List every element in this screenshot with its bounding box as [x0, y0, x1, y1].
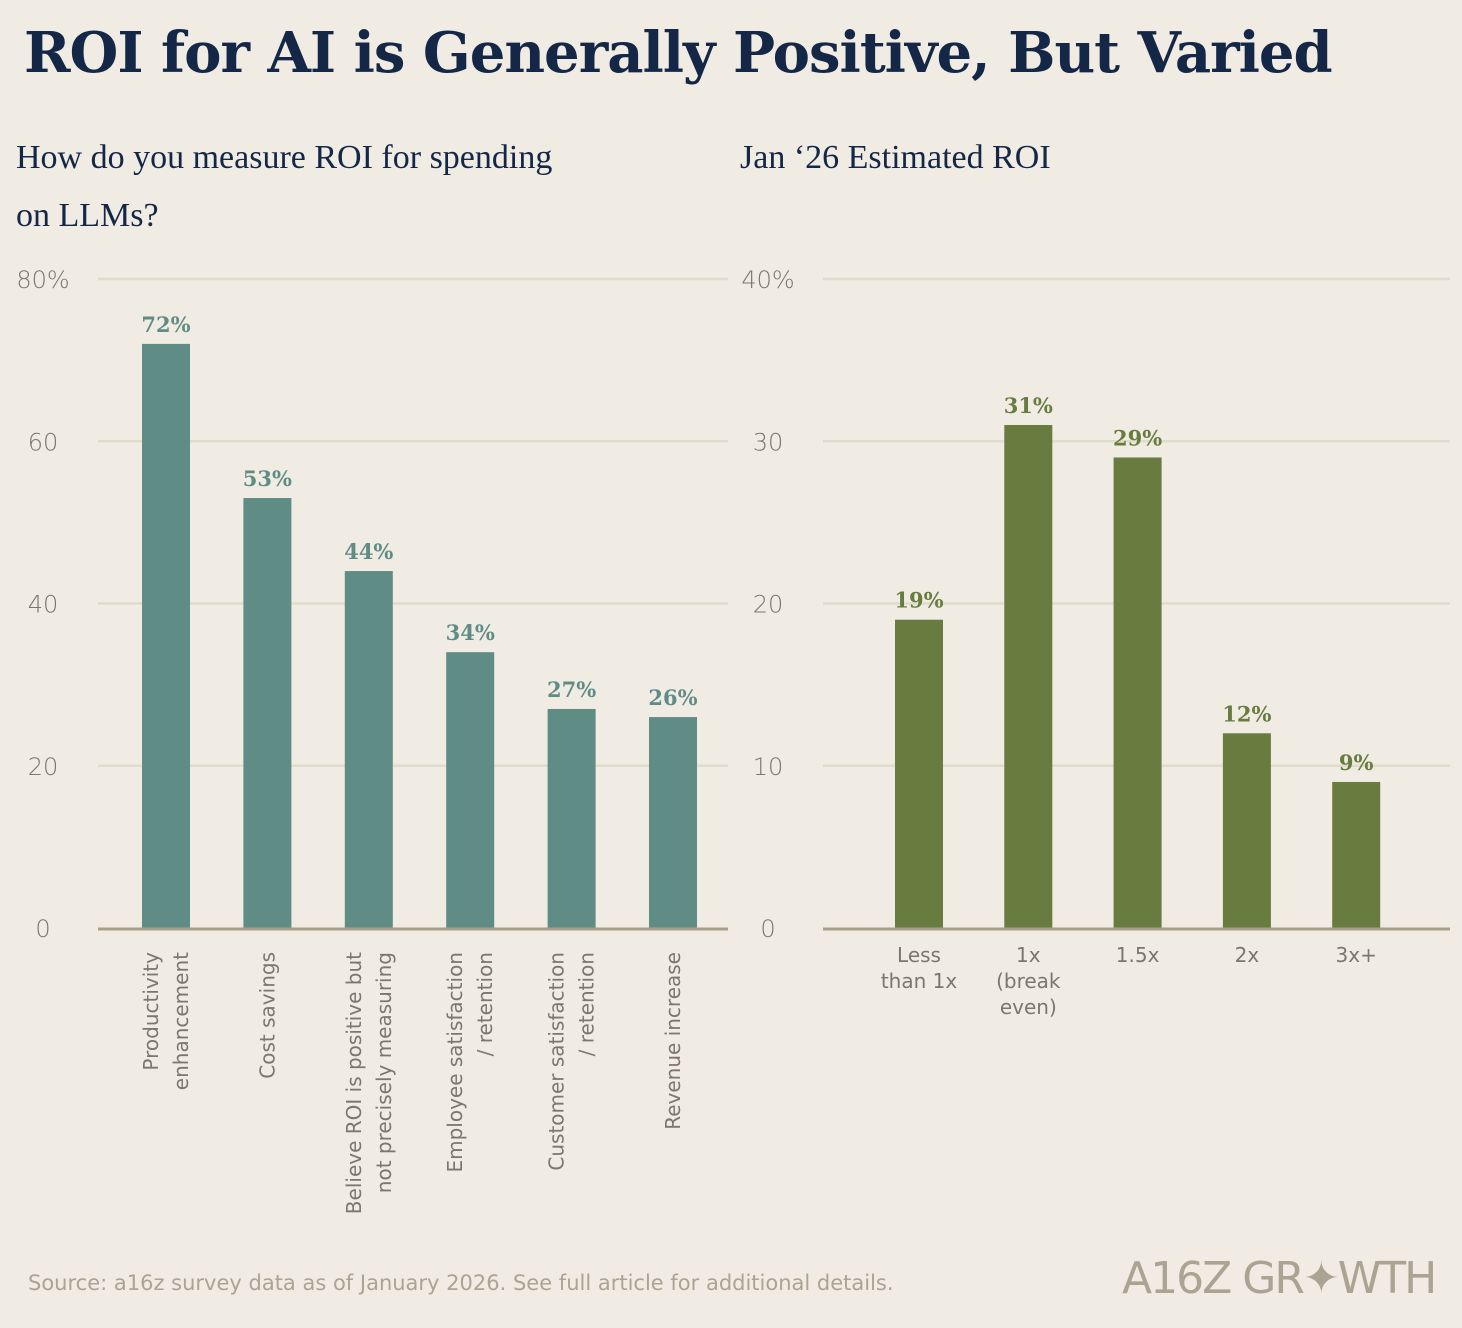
source-note: Source: a16z survey data as of January 2… [28, 1271, 894, 1295]
x-tick-label: than 1x [881, 969, 958, 993]
chart-subtitle: on LLMs? [16, 197, 159, 234]
bar [1222, 733, 1271, 928]
x-tick-label: Believe ROI is positive but [342, 952, 366, 1214]
bar [243, 498, 292, 928]
chart-subtitle: How do you measure ROI for spending [16, 139, 552, 176]
x-tick-label: Employee satisfaction [443, 952, 467, 1173]
data-label: 34% [446, 620, 495, 645]
x-tick-label: 3x+ [1336, 943, 1377, 967]
bar [649, 717, 697, 928]
y-tick-label: 20 [28, 753, 59, 781]
data-label: 31% [1004, 393, 1053, 418]
bar [344, 571, 393, 928]
bar [547, 708, 596, 928]
y-tick-label: 60 [28, 428, 59, 456]
bar [1113, 457, 1162, 928]
x-tick-label: enhancement [169, 952, 193, 1090]
bar [142, 343, 190, 928]
x-tick-label: 1.5x [1116, 943, 1160, 967]
y-tick-label: 80% [16, 266, 69, 294]
x-tick-label: even) [1000, 995, 1057, 1019]
data-label: 19% [894, 588, 943, 613]
x-tick-label: (break [996, 969, 1061, 993]
data-label: 9% [1339, 750, 1374, 775]
x-tick-label: / retention [575, 952, 599, 1056]
page-title: ROI for AI is Generally Positive, But Va… [24, 20, 1332, 86]
y-tick-label: 0 [760, 915, 775, 943]
data-label: 12% [1222, 701, 1271, 726]
x-tick-label: Less [897, 943, 941, 967]
data-label: 29% [1113, 425, 1162, 450]
x-tick-label: 1x [1016, 943, 1041, 967]
x-tick-label: 2x [1235, 943, 1260, 967]
y-tick-label: 20 [753, 591, 784, 619]
data-label: 44% [344, 539, 393, 564]
x-tick-label: Revenue increase [661, 952, 685, 1130]
y-tick-label: 40% [741, 266, 794, 294]
chart-2: Jan ‘26 Estimated ROI 0 10 20 30 40% 19% Lessth… [740, 139, 1450, 1019]
data-label: 27% [547, 677, 596, 702]
x-tick-label: / retention [473, 952, 497, 1056]
y-tick-label: 0 [35, 915, 50, 943]
data-label: 53% [243, 466, 292, 491]
bar [1332, 781, 1381, 928]
x-tick-label: Cost savings [255, 952, 279, 1079]
data-label: 72% [141, 312, 190, 337]
y-tick-label: 30 [753, 428, 784, 456]
a16z-growth-logo: A16Z GR✦WTH [1122, 1253, 1435, 1304]
chart-1: How do you measure ROI for spending on LL… [16, 139, 728, 1214]
bar [895, 619, 943, 928]
y-tick-label: 10 [753, 753, 784, 781]
bar [446, 652, 495, 928]
x-tick-label: Customer satisfaction [545, 952, 569, 1171]
data-label: 26% [648, 685, 697, 710]
bar [1004, 425, 1053, 928]
y-tick-label: 40 [28, 591, 59, 619]
x-tick-label: Productivity [139, 952, 163, 1071]
x-tick-label: not precisely measuring [372, 952, 396, 1193]
chart-subtitle: Jan ‘26 Estimated ROI [740, 139, 1051, 176]
